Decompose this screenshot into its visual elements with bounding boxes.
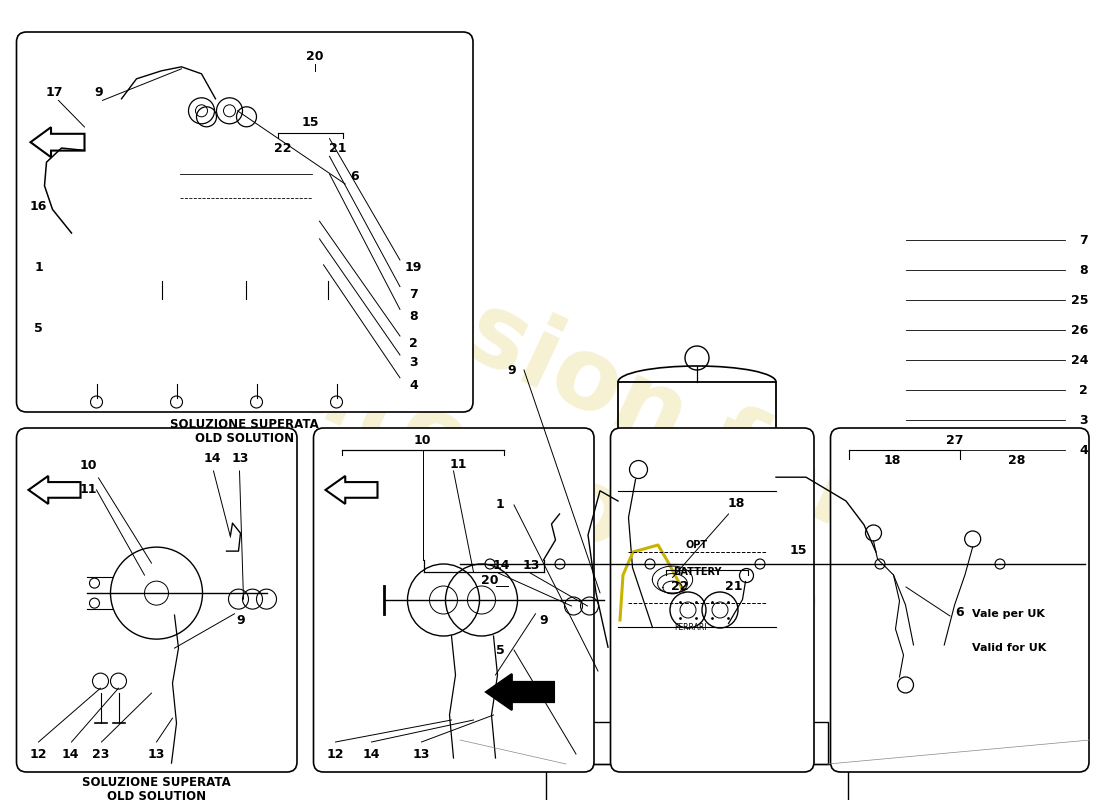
Text: 18: 18 (728, 497, 746, 510)
Text: 7: 7 (409, 288, 418, 301)
Text: 10: 10 (79, 459, 97, 472)
Bar (285, 70, 343, 110)
Text: 12: 12 (30, 747, 47, 761)
Text: 2: 2 (409, 337, 418, 350)
Text: 3: 3 (409, 356, 418, 369)
Bar (566, 722, 828, 764)
Text: 17: 17 (46, 86, 64, 99)
Text: 13: 13 (232, 453, 250, 466)
Text: 16: 16 (30, 200, 47, 214)
Text: 11: 11 (450, 458, 468, 470)
Text: 18: 18 (884, 454, 901, 467)
Text: 2: 2 (1079, 383, 1088, 397)
Text: 14: 14 (204, 453, 221, 466)
Text: 8: 8 (1079, 263, 1088, 277)
Text: 9: 9 (508, 363, 516, 377)
Text: BATTERY: BATTERY (673, 567, 722, 578)
Text: 15: 15 (790, 543, 806, 557)
Text: 3: 3 (1079, 414, 1088, 426)
Text: 4: 4 (409, 379, 418, 392)
Text: Valid for UK: Valid for UK (971, 643, 1046, 653)
Text: 24: 24 (1070, 354, 1088, 366)
FancyBboxPatch shape (830, 428, 1089, 772)
Text: 21: 21 (725, 579, 742, 593)
Text: 10: 10 (414, 434, 431, 446)
FancyBboxPatch shape (16, 32, 473, 412)
Text: SOLUZIONE SUPERATA: SOLUZIONE SUPERATA (170, 418, 319, 430)
FancyBboxPatch shape (610, 428, 814, 772)
Text: 20: 20 (307, 50, 324, 63)
Text: 5: 5 (34, 322, 43, 335)
Bar (618, 382, 776, 722)
Text: 1: 1 (496, 498, 505, 511)
Text: 13: 13 (412, 747, 430, 761)
Text: FERRARI: FERRARI (674, 623, 706, 632)
Text: 14: 14 (363, 747, 381, 761)
Bar (868, 554, 900, 579)
Text: OPT: OPT (686, 540, 708, 550)
Text: Vale per UK: Vale per UK (972, 609, 1045, 618)
Text: 7: 7 (1079, 234, 1088, 246)
FancyBboxPatch shape (314, 428, 594, 772)
Text: 9: 9 (95, 86, 102, 99)
Text: 9: 9 (539, 614, 548, 627)
Bar (652, 614, 728, 642)
Bar (77, 336, 453, 384)
Text: 25: 25 (1070, 294, 1088, 306)
Text: 23: 23 (91, 747, 109, 761)
Bar (508, 570, 590, 616)
Text: passion for
automotive: passion for automotive (212, 196, 888, 664)
Text: 15: 15 (302, 116, 319, 130)
Bar (154, 245, 338, 281)
Text: 20: 20 (482, 574, 498, 586)
Text: SOLUZIONE SUPERATA: SOLUZIONE SUPERATA (82, 775, 231, 789)
Text: 14: 14 (493, 559, 510, 572)
Text: 19: 19 (405, 261, 422, 274)
Bar (141, 571, 173, 615)
Text: 6: 6 (350, 170, 359, 183)
Text: 11: 11 (79, 483, 97, 497)
Text: 22: 22 (671, 579, 689, 593)
Bar (172, 126, 319, 245)
Bar (546, 764, 848, 800)
Text: 22: 22 (275, 142, 292, 155)
Text: 27: 27 (946, 434, 964, 446)
Text: 1: 1 (34, 261, 43, 274)
Text: 14: 14 (62, 747, 79, 761)
Text: 8: 8 (409, 310, 418, 323)
Bar (870, 572, 906, 602)
Text: 9: 9 (236, 614, 245, 627)
Text: OLD SOLUTION: OLD SOLUTION (107, 790, 207, 800)
Text: 13: 13 (147, 747, 165, 761)
Text: 13: 13 (522, 559, 540, 572)
FancyBboxPatch shape (16, 428, 297, 772)
Polygon shape (486, 674, 554, 710)
Text: 12: 12 (327, 747, 344, 761)
Text: 28: 28 (1008, 454, 1025, 467)
Text: 5: 5 (496, 643, 505, 657)
Text: OLD SOLUTION: OLD SOLUTION (195, 431, 295, 445)
Text: 26: 26 (1070, 323, 1088, 337)
Text: 4: 4 (1079, 443, 1088, 457)
Text: 6: 6 (956, 606, 965, 618)
Text: 21: 21 (330, 142, 346, 155)
Bar (530, 614, 558, 636)
